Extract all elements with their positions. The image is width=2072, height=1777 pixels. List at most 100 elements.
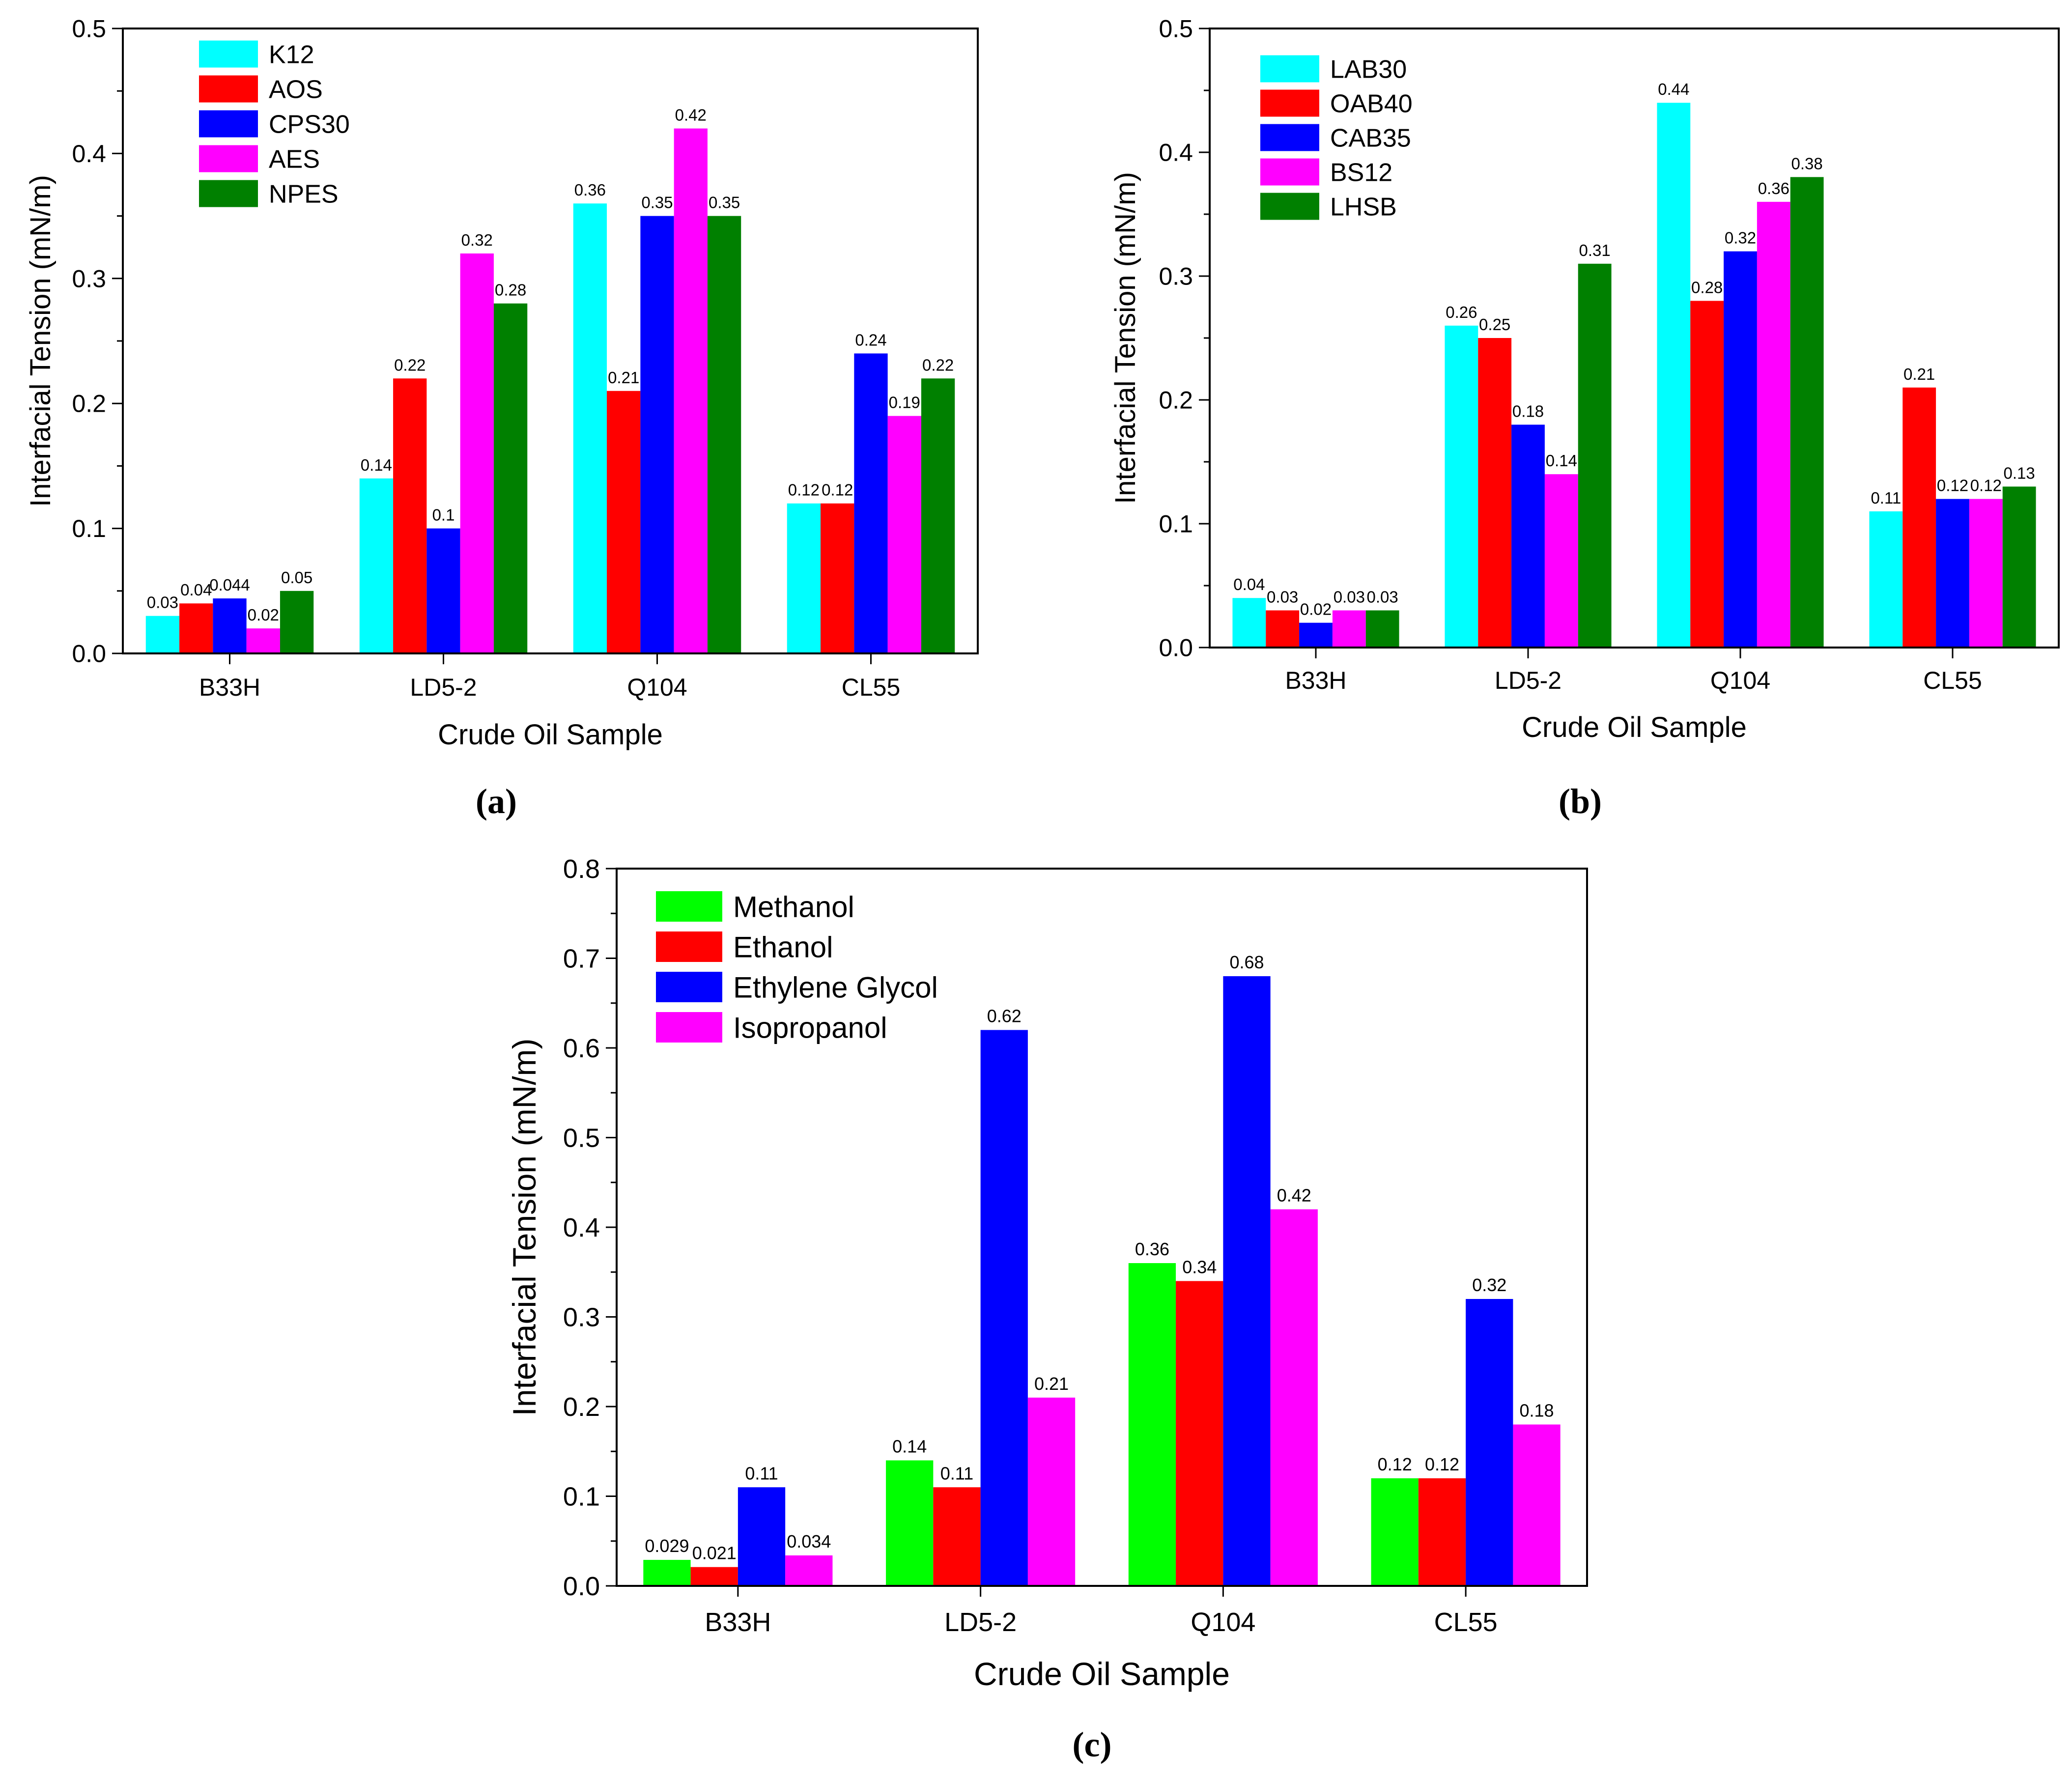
y-tick-label: 0.4 (563, 1213, 600, 1242)
bar-value-label: 0.32 (1472, 1275, 1506, 1295)
bar-methanol-q104 (1128, 1263, 1176, 1586)
bar-isopropanol-ld5-2 (1027, 1397, 1076, 1586)
legend-swatch (1260, 55, 1319, 83)
bar-bs12-ld5-2 (1544, 474, 1578, 648)
y-tick-label: 0.1 (563, 1482, 600, 1511)
panel-label: (a) (476, 782, 517, 821)
legend-label: BS12 (1330, 159, 1392, 187)
bar-value-label: 0.04 (1233, 575, 1265, 593)
bar-aes-q104 (674, 128, 708, 653)
bar-oab40-cl55 (1902, 387, 1936, 648)
chart-panel-a: 0.0 0.1 0.2 0.3 0.4 0.5 0.030.040.044 0.02 0.05 B… (25, 15, 979, 821)
y-tick-label: 0.2 (563, 1392, 600, 1422)
bar-value-label: 0.04 (180, 581, 212, 599)
chart-panel-c: 0.0 0.1 0.2 0.3 0.4 0.5 0.6 0.7 0.8 0.029 0.021 0.1… (506, 854, 1588, 1764)
bar-value-label: 0.03 (1334, 588, 1365, 606)
bar-lab30-ld5-2 (1445, 325, 1478, 648)
x-axis-title: Crude Oil Sample (438, 719, 663, 751)
bar-aos-q104 (607, 391, 641, 653)
legend-label: LAB30 (1330, 56, 1407, 84)
bar-ethylene-glycol-b33h (738, 1487, 786, 1586)
bar-value-label: 0.14 (1546, 451, 1577, 470)
bar-value-label: 0.11 (745, 1463, 778, 1483)
bar-value-label: 0.18 (1520, 1401, 1554, 1421)
bar-value-label: 0.35 (709, 194, 740, 212)
bar-npes-ld5-2 (493, 303, 528, 653)
bar-cab35-cl55 (1936, 499, 1969, 648)
x-tick-label: CL55 (1434, 1608, 1498, 1637)
bar-ethanol-b33h (690, 1567, 738, 1586)
legend-label: LHSB (1330, 193, 1397, 222)
y-tick-label: 0.5 (1159, 15, 1193, 43)
bar-lhsb-b33h (1365, 610, 1399, 648)
panel-label: (c) (1073, 1725, 1112, 1764)
bar-cab35-ld5-2 (1511, 424, 1545, 648)
bar-lab30-q104 (1657, 103, 1691, 648)
y-tick-label: 0.3 (1159, 263, 1193, 290)
bar-value-label: 0.32 (461, 231, 493, 249)
y-tick-label: 0.0 (1159, 634, 1193, 662)
bar-k12-ld5-2 (359, 478, 394, 653)
bar-oab40-b33h (1266, 610, 1300, 648)
legend-swatch (199, 180, 258, 207)
bar-value-label: 0.13 (2004, 464, 2035, 482)
x-tick-label: B33H (705, 1608, 771, 1637)
legend-swatch (199, 110, 258, 138)
bar-value-label: 0.25 (1479, 315, 1510, 334)
bar-cps30-b33h (213, 598, 247, 653)
x-tick-label: CL55 (842, 674, 901, 701)
bar-value-label: 0.044 (209, 576, 250, 594)
bar-value-label: 0.02 (1300, 600, 1332, 619)
bar-aos-cl55 (821, 503, 854, 653)
bar-lab30-cl55 (1869, 511, 1903, 648)
x-tick-label: Q104 (627, 674, 687, 701)
bar-value-label: 0.22 (922, 356, 954, 374)
bar-value-label: 0.44 (1658, 80, 1689, 98)
bar-value-label: 0.24 (855, 331, 886, 349)
y-tick-label: 0.3 (72, 265, 106, 292)
bar-value-label: 0.03 (1267, 588, 1298, 606)
bar-value-label: 0.021 (692, 1543, 737, 1563)
y-tick-label: 0.0 (72, 640, 106, 668)
bar-value-label: 0.31 (1579, 241, 1611, 259)
legend-swatch (1260, 89, 1319, 117)
bar-ethylene-glycol-ld5-2 (980, 1030, 1028, 1586)
bar-value-label: 0.42 (675, 106, 707, 124)
legend-label: CAB35 (1330, 124, 1411, 153)
bar-k12-q104 (573, 203, 607, 653)
plot-frame (122, 28, 979, 654)
bar-value-label: 0.14 (361, 456, 392, 474)
bar-isopropanol-b33h (785, 1555, 833, 1586)
y-axis-title: Interfacial Tension (mN/m) (506, 1038, 542, 1416)
bar-bs12-cl55 (1969, 499, 2003, 648)
y-tick-label: 0.2 (72, 390, 106, 418)
legend-label: Ethylene Glycol (733, 971, 938, 1004)
bar-value-label: 0.034 (787, 1531, 831, 1551)
y-tick-label: 0.2 (1159, 387, 1193, 414)
x-axis-title: Crude Oil Sample (974, 1656, 1230, 1692)
legend-label: AES (269, 145, 320, 174)
bar-cps30-cl55 (854, 353, 888, 653)
bar-value-label: 0.12 (1425, 1454, 1459, 1474)
legend-label: NPES (269, 180, 339, 209)
bar-value-label: 0.029 (645, 1536, 689, 1556)
bar-aos-b33h (179, 603, 213, 653)
x-tick-label: Q104 (1710, 667, 1770, 694)
bar-value-label: 0.62 (987, 1006, 1022, 1026)
bar-bs12-b33h (1332, 610, 1366, 648)
legend-swatch (1260, 158, 1319, 186)
bar-oab40-ld5-2 (1478, 338, 1512, 648)
bar-value-label: 0.21 (1034, 1374, 1069, 1394)
bar-value-label: 0.12 (822, 481, 853, 499)
y-tick-label: 0.1 (1159, 510, 1193, 538)
legend-label: OAB40 (1330, 90, 1413, 118)
y-axis-title: Interfacial Tension (mN/m) (25, 175, 57, 507)
x-tick-label: B33H (1285, 667, 1346, 694)
bar-value-label: 0.03 (1367, 588, 1398, 606)
legend-swatch (656, 1012, 722, 1043)
bar-npes-q104 (707, 216, 741, 654)
y-tick-label: 0.1 (72, 515, 106, 542)
panel-label: (b) (1559, 782, 1602, 821)
x-tick-label: LD5-2 (944, 1608, 1017, 1637)
legend-swatch (656, 931, 722, 962)
